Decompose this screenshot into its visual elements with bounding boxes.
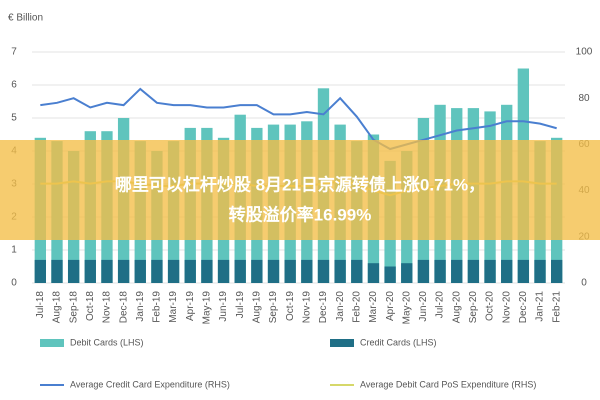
legend-swatch xyxy=(330,339,354,347)
legend-swatch xyxy=(40,339,64,347)
legend-label: Average Credit Card Expenditure (RHS) xyxy=(70,379,230,389)
bar xyxy=(101,259,113,283)
x-tick-label: Jul-19 xyxy=(235,291,246,319)
x-tick-label: Dec-18 xyxy=(118,291,129,324)
bar xyxy=(267,259,280,283)
y-tick-label: 1 xyxy=(11,245,17,256)
bar xyxy=(484,259,496,283)
x-tick-label: Dec-20 xyxy=(518,291,529,324)
x-tick-label: Jan-20 xyxy=(335,291,346,322)
banner xyxy=(0,140,600,240)
x-tick-label: Feb-21 xyxy=(551,291,562,323)
legend-label: Average Debit Card PoS Expenditure (RHS) xyxy=(360,379,536,389)
x-tick-label: Aug-18 xyxy=(52,291,63,324)
bar xyxy=(334,259,346,283)
bar xyxy=(151,259,163,283)
legend-label: Credit Cards (LHS) xyxy=(360,337,437,347)
x-tick-label: Aug-19 xyxy=(252,291,263,324)
bar xyxy=(251,259,263,283)
x-tick-label: Apr-19 xyxy=(185,291,196,321)
bar xyxy=(467,259,480,283)
x-tick-label: May-19 xyxy=(202,291,213,325)
bar xyxy=(517,259,530,283)
x-tick-label: Mar-19 xyxy=(168,291,179,323)
x-tick-label: Jun-20 xyxy=(418,291,429,322)
bar xyxy=(501,259,513,283)
x-tick-label: Nov-20 xyxy=(501,291,512,324)
y-tick-label: 5 xyxy=(11,113,17,124)
bar xyxy=(451,259,463,283)
x-tick-label: Sep-18 xyxy=(68,291,79,324)
bar xyxy=(234,259,246,283)
y2-tick-label: 80 xyxy=(578,93,590,104)
bar xyxy=(217,259,230,283)
x-tick-label: Jun-19 xyxy=(218,291,229,322)
bar xyxy=(434,259,446,283)
bar xyxy=(301,259,313,283)
banner-text: 哪里可以杠杆炒股 8月21日京源转债上涨0.71%， xyxy=(115,174,485,194)
y2-tick-label: 0 xyxy=(581,278,587,289)
x-tick-label: Jul-20 xyxy=(435,291,446,319)
bar xyxy=(417,259,430,283)
bar xyxy=(401,263,413,283)
x-tick-label: Sep-19 xyxy=(268,291,279,324)
x-tick-label: Nov-18 xyxy=(102,291,113,324)
bar xyxy=(284,259,296,283)
x-tick-label: Jan-19 xyxy=(135,291,146,322)
bar xyxy=(201,259,213,283)
bar xyxy=(117,259,130,283)
bar xyxy=(167,259,180,283)
y-tick-label: 6 xyxy=(11,80,17,91)
x-tick-label: Dec-19 xyxy=(318,291,329,324)
x-tick-label: Feb-20 xyxy=(351,291,362,323)
line xyxy=(40,87,557,151)
bar xyxy=(51,259,63,283)
bar xyxy=(67,259,80,283)
x-tick-label: Jul-18 xyxy=(35,291,46,319)
x-tick-label: Mar-20 xyxy=(368,291,379,323)
x-tick-label: Oct-18 xyxy=(85,291,96,321)
x-tick-label: Feb-19 xyxy=(152,291,163,323)
x-tick-label: Sep-20 xyxy=(468,291,479,324)
x-tick-label: Aug-20 xyxy=(451,291,462,324)
x-tick-label: Jan-21 xyxy=(535,291,546,322)
bar xyxy=(367,263,380,283)
bar xyxy=(134,259,146,283)
bar xyxy=(317,259,330,283)
bar xyxy=(184,259,196,283)
x-tick-label: Oct-20 xyxy=(485,291,496,321)
y-tick-label: 7 xyxy=(11,47,17,58)
x-tick-label: Oct-19 xyxy=(285,291,296,321)
banner-text: 转股溢价率16.99% xyxy=(229,204,372,224)
legend-label: Debit Cards (LHS) xyxy=(70,337,144,347)
y-tick-label: 0 xyxy=(11,278,17,289)
bar xyxy=(384,266,396,283)
bar xyxy=(84,259,96,283)
bar xyxy=(551,259,563,283)
x-tick-label: Nov-19 xyxy=(301,291,312,324)
y2-tick-label: 100 xyxy=(576,47,593,58)
bar xyxy=(34,259,46,283)
y-axis-label: € Billion xyxy=(8,13,43,24)
x-tick-label: Apr-20 xyxy=(385,291,396,321)
bar xyxy=(351,259,363,283)
x-tick-label: May-20 xyxy=(401,291,412,325)
bar xyxy=(534,259,546,283)
